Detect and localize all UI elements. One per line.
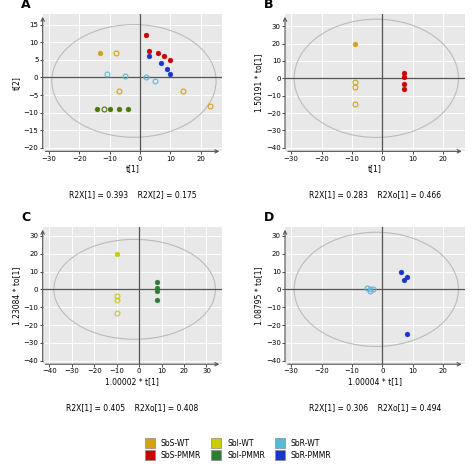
Text: C: C xyxy=(21,211,30,224)
Y-axis label: 1.50191 * to[1]: 1.50191 * to[1] xyxy=(254,54,263,112)
Y-axis label: 1.08795 * to[1]: 1.08795 * to[1] xyxy=(254,266,263,325)
Legend: SbS-WT, SbS-PMMR, SbI-WT, SbI-PMMR, SbR-WT, SbR-PMMR: SbS-WT, SbS-PMMR, SbI-WT, SbI-PMMR, SbR-… xyxy=(139,436,335,463)
Text: D: D xyxy=(264,211,273,224)
Y-axis label: 1.23084 * to[1]: 1.23084 * to[1] xyxy=(12,266,21,325)
Y-axis label: t[2]: t[2] xyxy=(12,76,21,90)
X-axis label: t[1]: t[1] xyxy=(126,164,139,173)
Text: R2X[1] = 0.405    R2Xo[1] = 0.408: R2X[1] = 0.405 R2Xo[1] = 0.408 xyxy=(66,403,199,412)
X-axis label: 1.00004 * t[1]: 1.00004 * t[1] xyxy=(348,377,402,386)
X-axis label: t[1]: t[1] xyxy=(368,164,382,173)
Text: R2X[1] = 0.306    R2Xo[1] = 0.494: R2X[1] = 0.306 R2Xo[1] = 0.494 xyxy=(309,403,441,412)
Text: A: A xyxy=(21,0,31,11)
X-axis label: 1.00002 * t[1]: 1.00002 * t[1] xyxy=(106,377,159,386)
Text: R2X[1] = 0.393    R2X[2] = 0.175: R2X[1] = 0.393 R2X[2] = 0.175 xyxy=(69,190,196,199)
Text: R2X[1] = 0.283    R2Xo[1] = 0.466: R2X[1] = 0.283 R2Xo[1] = 0.466 xyxy=(309,190,441,199)
Text: B: B xyxy=(264,0,273,11)
